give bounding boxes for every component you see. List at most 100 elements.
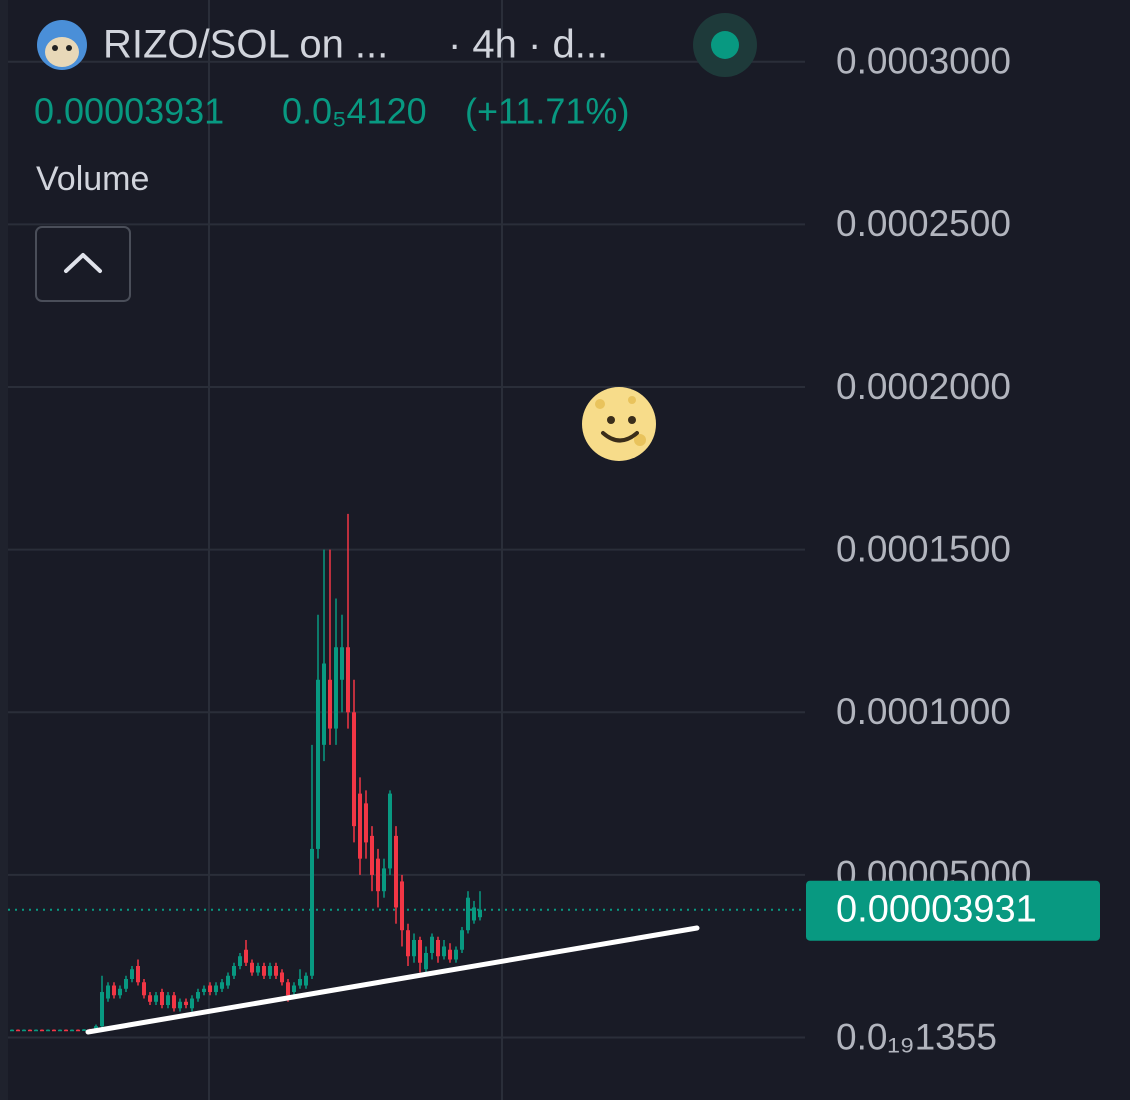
candles bbox=[10, 513, 482, 1032]
candle-body bbox=[448, 949, 452, 960]
candle-body bbox=[172, 995, 176, 1009]
candle-body bbox=[154, 995, 158, 1002]
candle-body bbox=[106, 985, 110, 999]
candle-body bbox=[190, 998, 194, 1009]
volume-label: Volume bbox=[36, 160, 149, 198]
price-change: 0.0₅4120 bbox=[282, 91, 427, 132]
candle-body bbox=[274, 965, 278, 976]
candle-body bbox=[226, 975, 230, 986]
candle-body bbox=[76, 1029, 80, 1032]
candle-body bbox=[220, 982, 224, 989]
candle-body bbox=[40, 1029, 44, 1032]
candle-body bbox=[232, 965, 236, 976]
candle-body bbox=[202, 988, 206, 993]
candle-body bbox=[262, 965, 266, 976]
candle-body bbox=[376, 858, 380, 892]
candle-body bbox=[442, 946, 446, 957]
status-dot[interactable] bbox=[711, 31, 739, 59]
y-tick-label: 0.0002000 bbox=[836, 366, 1011, 407]
chevron-up bbox=[64, 253, 102, 273]
symbol: RIZO/SOL on ... bbox=[103, 23, 388, 67]
candle-body bbox=[52, 1029, 56, 1032]
candle-body bbox=[100, 992, 104, 1027]
price-axis: 0.0₁₉13550.000050000.00010000.00015000.0… bbox=[806, 41, 1100, 1057]
candle-body bbox=[406, 930, 410, 957]
candle-body bbox=[250, 962, 254, 973]
y-tick-label: 0.0₁₉1355 bbox=[836, 1016, 997, 1057]
grid bbox=[8, 60, 805, 1039]
candle-body bbox=[424, 952, 428, 970]
candle-body bbox=[58, 1029, 62, 1032]
candle-body bbox=[454, 949, 458, 960]
candle-body bbox=[364, 803, 368, 843]
candle-body bbox=[22, 1029, 26, 1032]
candle-body bbox=[478, 909, 482, 918]
candle-body bbox=[418, 939, 422, 963]
candle-body bbox=[160, 992, 164, 1006]
candle-body bbox=[304, 975, 308, 986]
candle-body bbox=[334, 647, 338, 729]
candle-body bbox=[298, 979, 302, 986]
candle-body bbox=[352, 712, 356, 827]
candle-body bbox=[238, 956, 242, 966]
candle-body bbox=[178, 1001, 182, 1009]
candle-body bbox=[208, 985, 212, 993]
candle-body bbox=[322, 663, 326, 745]
candle-body bbox=[292, 985, 296, 993]
candle-body bbox=[346, 647, 350, 713]
last-price-tag bbox=[806, 880, 1100, 941]
candle-body bbox=[466, 897, 470, 931]
candle-body bbox=[472, 907, 476, 921]
candle-body bbox=[70, 1029, 74, 1032]
candle-body bbox=[28, 1029, 32, 1032]
candle-body bbox=[460, 930, 464, 950]
candle-body bbox=[16, 1029, 20, 1032]
candle-body bbox=[142, 982, 146, 996]
candle-body bbox=[124, 979, 128, 989]
y-tick-label: 0.0001000 bbox=[836, 691, 1011, 732]
candle-body bbox=[430, 936, 434, 953]
candle-body bbox=[436, 939, 440, 957]
candle-body bbox=[148, 995, 152, 1002]
candle-body bbox=[214, 985, 218, 993]
y-tick-label: 0.0003000 bbox=[836, 41, 1011, 82]
candle-body bbox=[382, 868, 386, 892]
candle-body bbox=[310, 848, 314, 976]
token-icon-face bbox=[45, 37, 79, 67]
candle-body bbox=[244, 949, 248, 963]
candle-body bbox=[184, 1001, 188, 1006]
candle-body bbox=[82, 1029, 86, 1031]
candle-body bbox=[130, 969, 134, 980]
candle-body bbox=[328, 679, 332, 729]
candle-body bbox=[340, 647, 344, 680]
candle-body bbox=[316, 679, 320, 849]
candle-body bbox=[166, 995, 170, 1006]
candle-body bbox=[64, 1029, 68, 1032]
candle-body bbox=[256, 965, 260, 973]
candle-body bbox=[118, 988, 122, 996]
candle-body bbox=[394, 835, 398, 908]
interval: · 4h · d... bbox=[448, 23, 608, 67]
left-edge bbox=[0, 0, 8, 1100]
candle-body bbox=[370, 835, 374, 875]
last-price-tag-label: 0.00003931 bbox=[836, 889, 1037, 931]
last-price: 0.00003931 bbox=[34, 91, 224, 132]
candle-body bbox=[412, 939, 416, 957]
trend-line[interactable] bbox=[85, 925, 700, 1035]
candle-body bbox=[10, 1029, 14, 1032]
candle-body bbox=[388, 793, 392, 869]
emoji bbox=[582, 387, 656, 461]
candle-body bbox=[358, 793, 362, 859]
header: RIZO/SOL on ... · 4h · d... 0.00003931 0… bbox=[34, 13, 757, 302]
candle-body bbox=[196, 992, 200, 999]
y-tick-label: 0.0001500 bbox=[836, 528, 1011, 569]
price-change-pct: (+11.71%) bbox=[465, 91, 629, 132]
candle-body bbox=[268, 965, 272, 976]
candle-body bbox=[400, 881, 404, 931]
y-tick-label: 0.0002500 bbox=[836, 203, 1011, 244]
candle-body bbox=[136, 965, 140, 983]
collapse-button[interactable] bbox=[35, 226, 131, 302]
candle-body bbox=[280, 972, 284, 983]
